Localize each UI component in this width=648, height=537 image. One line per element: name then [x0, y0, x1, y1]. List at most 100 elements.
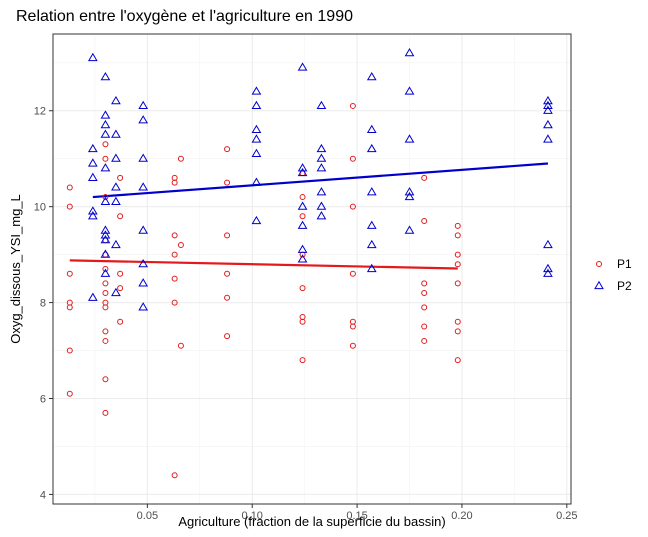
- data-point-p1: [349, 270, 356, 277]
- data-point-p1: [66, 299, 73, 306]
- data-point-p2: [316, 143, 327, 153]
- data-point-p2: [366, 187, 377, 196]
- data-point-p2: [543, 263, 553, 273]
- y-axis: 4 6 8 10 12: [34, 106, 53, 501]
- data-point-p2: [251, 100, 262, 110]
- data-point-p2: [543, 100, 553, 110]
- data-point-p1: [66, 203, 73, 210]
- data-point-p2: [87, 52, 98, 62]
- data-point-p2: [111, 196, 121, 205]
- data-point-p2: [366, 71, 377, 81]
- data-point-p1: [117, 174, 124, 181]
- data-point-p2: [366, 143, 377, 153]
- data-point-p1: [454, 328, 461, 335]
- data-point-p2: [366, 124, 377, 134]
- data-point-p2: [138, 100, 149, 110]
- data-point-p2: [316, 211, 327, 220]
- data-point-p2: [111, 182, 121, 191]
- data-point-p1: [117, 318, 124, 325]
- data-point-p2: [100, 249, 111, 258]
- data-point-p1: [454, 261, 461, 268]
- x-tick-label: 0.20: [451, 510, 472, 522]
- data-point-p1: [102, 266, 109, 272]
- data-point-p2: [404, 191, 415, 201]
- data-point-p2: [87, 292, 98, 301]
- data-point-p2: [297, 62, 308, 71]
- data-point-p1: [299, 213, 306, 220]
- data-point-p1: [102, 141, 109, 148]
- data-point-p2: [543, 268, 553, 277]
- data-point-p2: [251, 215, 262, 225]
- data-point-p2: [316, 153, 327, 162]
- data-point-p2: [100, 196, 111, 205]
- x-axis-title: Agriculture (fraction de la superficie d…: [178, 514, 445, 529]
- legend-key-p2: [594, 280, 604, 290]
- data-point-p2: [316, 201, 327, 210]
- data-point-p2: [404, 225, 415, 234]
- data-point-p1: [102, 337, 109, 344]
- data-point-p1: [66, 347, 73, 354]
- y-tick-label: 12: [34, 106, 46, 118]
- data-point-p1: [454, 251, 461, 258]
- data-point-p2: [111, 239, 121, 249]
- data-point-p1: [224, 333, 231, 340]
- data-point-p1: [171, 299, 178, 306]
- data-point-p1: [421, 218, 428, 225]
- data-point-p1: [349, 155, 356, 162]
- data-point-p2: [138, 302, 149, 311]
- data-point-p1: [454, 357, 461, 364]
- x-tick-label: 0.25: [556, 510, 577, 522]
- data-point-p1: [421, 174, 428, 181]
- data-point-p2: [297, 201, 308, 210]
- data-point-p2: [100, 235, 111, 244]
- data-point-p1: [102, 280, 109, 287]
- data-point-p2: [100, 71, 111, 81]
- data-point-p1: [421, 337, 428, 344]
- y-tick-label: 4: [40, 489, 46, 501]
- data-point-p2: [138, 259, 149, 268]
- chart-title: Relation entre l'oxygène et l'agricultur…: [16, 8, 353, 25]
- trend-line-p2: [92, 162, 549, 199]
- x-axis: 0.05 0.10 0.15 0.20 0.25: [137, 504, 578, 522]
- data-point-p1: [66, 184, 73, 191]
- data-point-p1: [299, 313, 306, 320]
- data-point-p1: [421, 304, 428, 311]
- data-point-p2: [316, 100, 327, 110]
- data-point-p1: [102, 289, 109, 296]
- data-point-p2: [366, 239, 377, 249]
- data-point-p2: [100, 119, 111, 129]
- data-point-p2: [87, 143, 98, 153]
- data-points: [66, 47, 553, 479]
- data-point-p2: [87, 206, 98, 215]
- data-point-p1: [66, 270, 73, 277]
- data-point-p1: [349, 203, 356, 210]
- data-point-p1: [224, 270, 231, 277]
- data-point-p1: [102, 299, 109, 306]
- x-tick-label: 0.05: [137, 510, 158, 522]
- data-point-p2: [87, 172, 98, 181]
- data-point-p1: [171, 251, 178, 258]
- data-point-p1: [299, 194, 306, 201]
- data-point-p1: [117, 270, 124, 277]
- data-point-p2: [297, 244, 308, 253]
- data-point-p1: [421, 280, 428, 287]
- data-point-p2: [100, 230, 111, 239]
- data-point-p2: [251, 134, 262, 143]
- legend-label-p2: P2: [617, 279, 632, 293]
- data-point-p1: [177, 242, 184, 249]
- data-point-p1: [66, 390, 73, 397]
- legend: P1 P2: [594, 257, 632, 293]
- data-point-p2: [543, 239, 553, 249]
- data-point-p1: [349, 102, 356, 109]
- grid-minor: [53, 34, 571, 504]
- data-point-p1: [454, 232, 461, 239]
- data-point-p2: [87, 158, 98, 167]
- data-point-p1: [171, 174, 178, 181]
- x-tick-label: 0.10: [242, 510, 263, 522]
- y-tick-label: 10: [34, 202, 46, 214]
- data-point-p2: [251, 124, 262, 134]
- data-point-p1: [299, 285, 306, 292]
- trend-line-p1: [69, 259, 458, 270]
- data-point-p2: [251, 86, 262, 95]
